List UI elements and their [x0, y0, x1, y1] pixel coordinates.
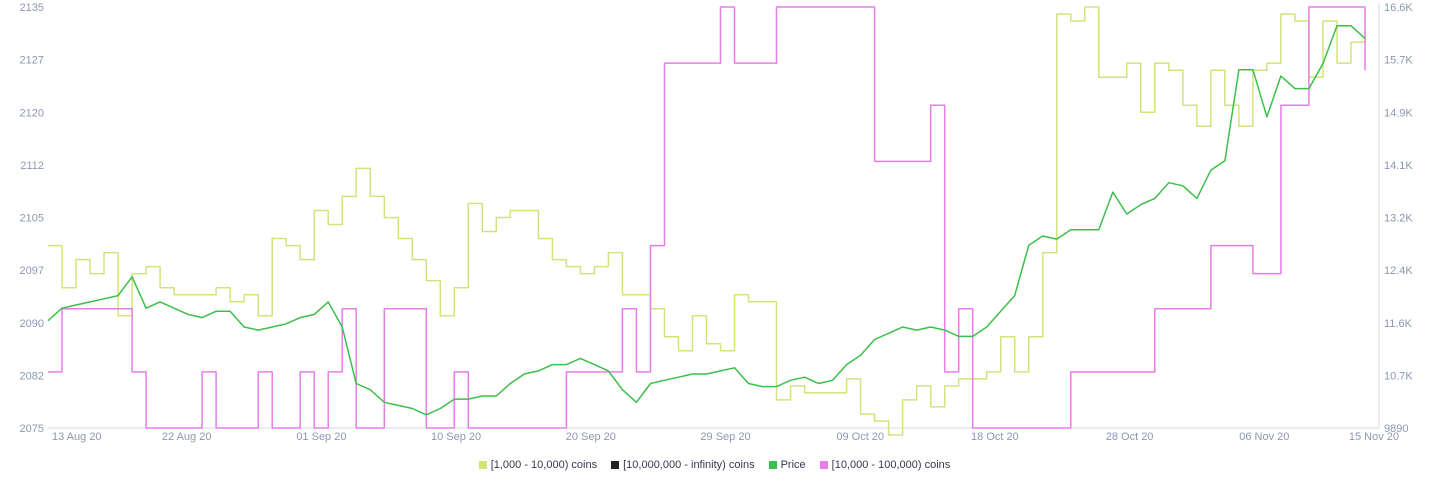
x-tick-label: 01 Sep 20 — [296, 431, 346, 443]
left-tick-label: 2082 — [20, 370, 44, 382]
legend-item[interactable]: [1,000 - 10,000) coins — [478, 459, 598, 471]
x-tick-label: 29 Sep 20 — [700, 431, 750, 443]
series-layer — [47, 6, 1366, 436]
chart: 2075 2082 2090 2097 2105 2112 2120 2127 2135 989… — [20, 2, 1414, 443]
legend-item[interactable]: Price — [768, 459, 806, 471]
x-tick-label: 13 Aug 20 — [52, 431, 102, 443]
left-tick-label: 2090 — [20, 318, 44, 330]
legend-label: Price — [780, 459, 806, 471]
left-tick-label: 2120 — [20, 107, 44, 119]
x-axis: 13 Aug 20 22 Aug 20 01 Sep 20 10 Sep 20 20 S… — [48, 427, 1399, 443]
legend-swatch — [611, 461, 620, 469]
left-axis: 2075 2082 2090 2097 2105 2112 2120 2127 2135 — [20, 2, 44, 435]
x-tick-label: 18 Oct 20 — [971, 431, 1019, 443]
left-tick-label: 2135 — [20, 2, 44, 14]
x-tick-label: 09 Oct 20 — [836, 431, 884, 443]
right-axis: 9890 10.7K 11.6K 12.4K 13.2K 14.1K 14.9K 15.7K 1… — [1378, 2, 1413, 435]
right-tick-label: 9890 — [1384, 423, 1408, 435]
left-tick-label: 2105 — [20, 213, 44, 225]
x-tick-label: 20 Sep 20 — [566, 431, 616, 443]
series-line-10-000-100-000-coins — [48, 6, 1366, 429]
left-tick-label: 2097 — [20, 265, 44, 277]
legend-swatch — [768, 461, 777, 469]
legend-swatch — [478, 461, 487, 469]
x-tick-label: 15 Nov 20 — [1349, 431, 1399, 443]
series-line-1-000-10-000-coins — [48, 6, 1366, 436]
legend-label: [1,000 - 10,000) coins — [490, 459, 598, 471]
series-line-price — [47, 25, 1366, 416]
right-tick-label: 15.7K — [1384, 55, 1413, 67]
left-tick-label: 2112 — [20, 160, 44, 172]
legend-item[interactable]: [10,000,000 - infinity) coins — [611, 459, 755, 471]
right-tick-label: 12.4K — [1384, 265, 1413, 277]
right-tick-label: 14.1K — [1384, 160, 1413, 172]
legend-label: [10,000,000 - infinity) coins — [623, 459, 755, 471]
right-tick-label: 13.2K — [1384, 213, 1413, 225]
legend-item[interactable]: [10,000 - 100,000) coins — [819, 459, 951, 471]
x-tick-label: 06 Nov 20 — [1239, 431, 1289, 443]
right-tick-label: 11.6K — [1384, 318, 1413, 330]
legend-label: [10,000 - 100,000) coins — [831, 459, 951, 471]
legend-swatch — [819, 461, 828, 469]
legend: [1,000 - 10,000) coins [10,000,000 - infi… — [0, 456, 1429, 474]
left-tick-label: 2075 — [20, 423, 44, 435]
right-tick-label: 16.6K — [1384, 2, 1413, 14]
x-tick-label: 28 Oct 20 — [1106, 431, 1154, 443]
right-tick-label: 10.7K — [1384, 370, 1413, 382]
x-tick-label: 10 Sep 20 — [431, 431, 481, 443]
left-tick-label: 2127 — [20, 55, 44, 67]
x-tick-label: 22 Aug 20 — [162, 431, 212, 443]
right-tick-label: 14.9K — [1384, 107, 1413, 119]
